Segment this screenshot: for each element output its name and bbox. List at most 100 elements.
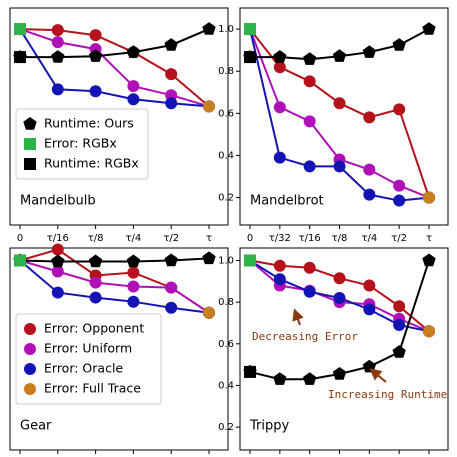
- marker-pentagon: [392, 345, 406, 358]
- marker-circle: [127, 93, 140, 106]
- legend-marker: [24, 363, 36, 375]
- y-tick-label: 1.0: [218, 24, 234, 35]
- y-tick-label: 0.4: [218, 380, 234, 391]
- marker-circle: [165, 281, 178, 294]
- legend-label: Error: Full Trace: [44, 381, 141, 396]
- marker-pentagon: [51, 254, 65, 268]
- series-line: [20, 28, 210, 59]
- marker-circle: [363, 111, 376, 124]
- marker-circle: [273, 273, 286, 286]
- marker-pentagon: [392, 38, 406, 51]
- marker-circle: [51, 83, 64, 96]
- x-tick-label: τ/16: [47, 233, 69, 244]
- marker-circle: [393, 300, 406, 313]
- marker-circle: [165, 301, 178, 314]
- marker-pentagon: [303, 52, 317, 65]
- y-tick-label: 0.2: [218, 422, 234, 433]
- marker-circle: [203, 100, 215, 113]
- series-line: [19, 257, 210, 263]
- series-line: [19, 28, 210, 108]
- marker-pentagon: [332, 49, 347, 62]
- marker-circle: [51, 24, 64, 37]
- marker-pentagon: [422, 253, 436, 267]
- x-tick-label: 0: [17, 233, 23, 244]
- marker-pentagon: [303, 372, 317, 385]
- series-line: [19, 259, 210, 314]
- x-tick-label: τ: [206, 233, 212, 244]
- marker-circle: [333, 160, 346, 173]
- marker-circle: [393, 103, 406, 116]
- marker-pentagon: [164, 38, 178, 51]
- annotation: Decreasing Error: [252, 330, 358, 343]
- marker-circle: [333, 97, 346, 110]
- marker-circle: [303, 115, 316, 128]
- panel-title: Mandelbulb: [20, 194, 96, 209]
- marker-circle: [203, 306, 215, 319]
- marker-square: [14, 51, 26, 64]
- y-tick-label: 0.6: [218, 108, 234, 119]
- y-tick-label: 0.4: [218, 150, 234, 161]
- marker-circle: [303, 75, 316, 88]
- legend-marker: [24, 138, 36, 150]
- marker-pentagon: [51, 50, 65, 63]
- marker-circle: [89, 85, 102, 98]
- marker-circle: [273, 101, 286, 114]
- marker-circle: [273, 151, 286, 164]
- marker-circle: [363, 188, 376, 201]
- x-tick-label: 0: [247, 233, 253, 244]
- marker-circle: [51, 36, 64, 49]
- marker-circle: [89, 29, 102, 42]
- marker-circle: [393, 319, 406, 332]
- marker-circle: [333, 291, 346, 304]
- y-tick-label: 1.0: [218, 255, 234, 266]
- x-tick-label: τ/16: [299, 233, 321, 244]
- x-tick-label: τ/8: [88, 233, 104, 244]
- x-tick-label: τ/4: [361, 233, 377, 244]
- x-tick-label: τ/2: [391, 233, 407, 244]
- legend-label: Runtime: RGBx: [44, 156, 139, 171]
- marker-square: [244, 23, 256, 36]
- marker-circle: [273, 259, 286, 272]
- x-tick-label: τ: [426, 233, 432, 244]
- marker-circle: [273, 61, 286, 74]
- marker-pentagon: [126, 254, 141, 268]
- x-tick-label: τ/2: [163, 233, 179, 244]
- y-tick-label: 0.6: [218, 339, 234, 350]
- marker-pentagon: [202, 251, 216, 265]
- panel: 0.2 0.4 0.6 0.8 1.0 Trippy Decreasing Error Inc…: [218, 247, 449, 454]
- marker-circle: [423, 191, 435, 204]
- marker-circle: [89, 276, 102, 289]
- marker-pentagon: [88, 49, 103, 62]
- marker-circle: [303, 160, 316, 173]
- marker-circle: [89, 291, 102, 304]
- marker-pentagon: [88, 254, 103, 268]
- panel-title: Gear: [20, 419, 52, 434]
- panel-title: Trippy: [249, 419, 289, 434]
- marker-square: [244, 254, 256, 267]
- y-tick-label: 0.8: [218, 66, 234, 77]
- marker-circle: [363, 303, 376, 316]
- panel: Error: Opponent Error: Uniform Error: Orac…: [9, 243, 229, 454]
- legend-marker: [24, 383, 36, 395]
- marker-circle: [127, 280, 140, 293]
- marker-pentagon: [422, 22, 436, 35]
- marker-circle: [51, 286, 64, 299]
- marker-circle: [51, 265, 64, 278]
- marker-circle: [127, 295, 140, 308]
- marker-circle: [423, 325, 435, 338]
- y-tick-label: 0.8: [218, 297, 234, 308]
- annotation-arrow: [292, 308, 304, 326]
- marker-circle: [303, 285, 316, 298]
- annotation: Increasing Runtime: [328, 388, 447, 401]
- series-line: [19, 259, 210, 314]
- panel: 0 τ/32 τ/16 τ/8 τ/4 τ/2 τ 0.2 0.4 0.6 0.8 1.0 Mandel…: [218, 7, 449, 244]
- series-line: [19, 28, 210, 108]
- x-tick-label: τ/32: [269, 233, 291, 244]
- marker-pentagon: [273, 372, 287, 385]
- marker-circle: [393, 194, 406, 207]
- marker-circle: [165, 68, 178, 81]
- legend-marker: [24, 158, 36, 170]
- marker-pentagon: [332, 367, 347, 380]
- marker-pentagon: [202, 22, 216, 35]
